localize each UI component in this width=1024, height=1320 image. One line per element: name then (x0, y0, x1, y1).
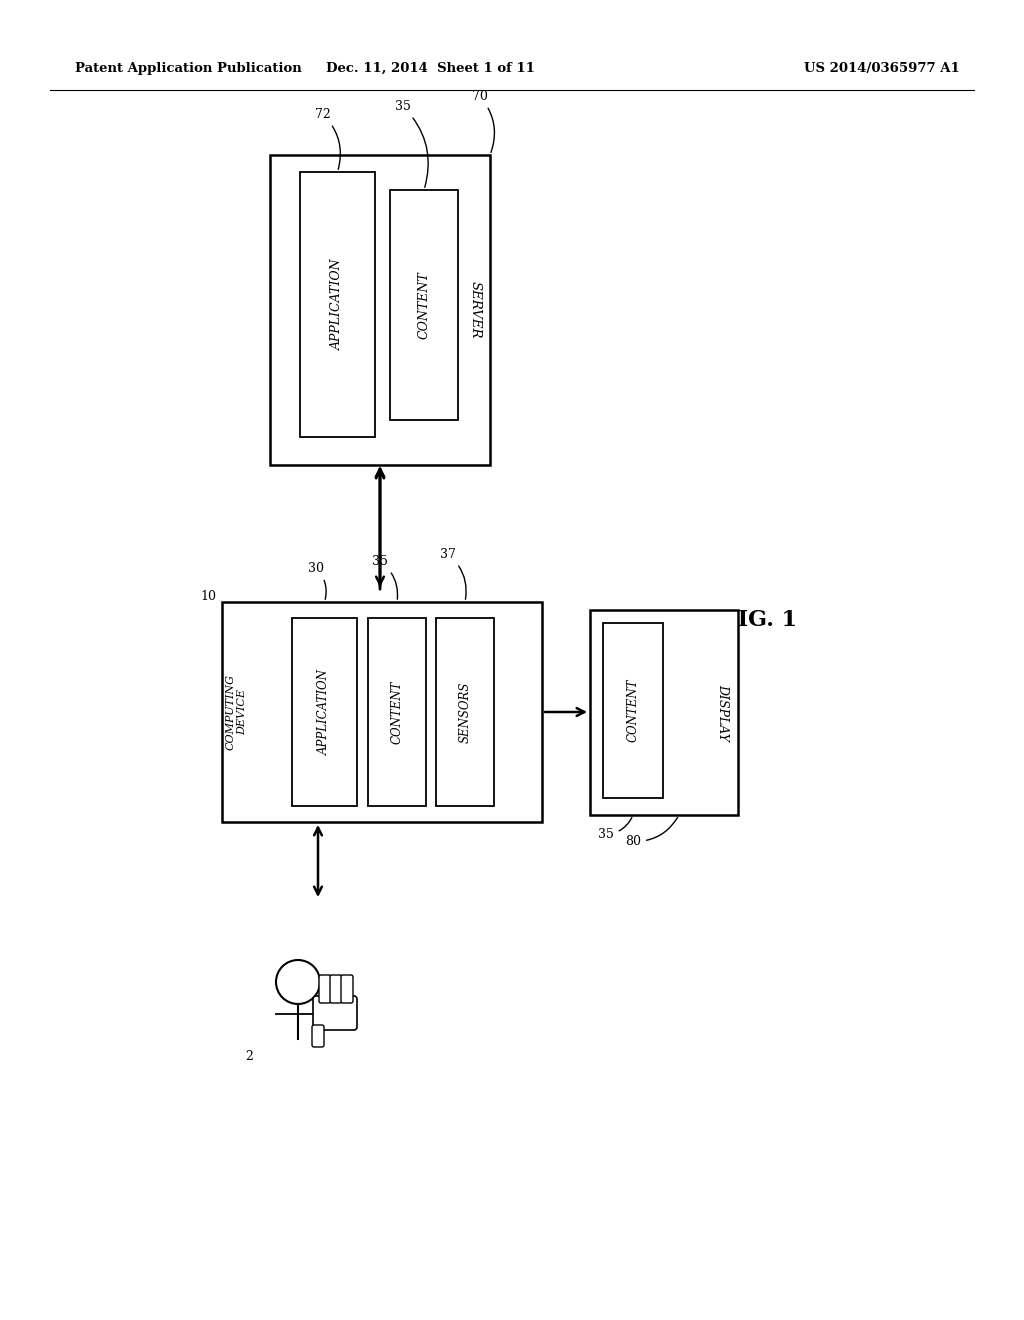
Text: FIG. 1: FIG. 1 (723, 609, 798, 631)
Text: CONTENT: CONTENT (418, 271, 430, 339)
Bar (390, 190, 458, 420)
Text: CONTENT: CONTENT (390, 680, 403, 743)
Bar (292, 618, 357, 807)
Bar (300, 172, 375, 437)
Text: US 2014/0365977 A1: US 2014/0365977 A1 (804, 62, 961, 75)
Text: 70: 70 (472, 90, 495, 152)
Bar (270, 154, 490, 465)
Bar (368, 618, 426, 807)
Text: DISPLAY: DISPLAY (717, 684, 729, 741)
Bar (590, 610, 738, 814)
Text: 2: 2 (245, 1049, 253, 1063)
Text: 37: 37 (440, 548, 466, 599)
Text: Patent Application Publication: Patent Application Publication (75, 62, 302, 75)
Text: SERVER: SERVER (469, 281, 481, 339)
Text: CONTENT: CONTENT (627, 678, 640, 742)
Text: 30: 30 (308, 562, 327, 599)
Text: 35: 35 (395, 100, 428, 187)
FancyBboxPatch shape (330, 975, 342, 1003)
Text: 80: 80 (625, 817, 678, 847)
Bar (222, 602, 542, 822)
Text: APPLICATION: APPLICATION (318, 669, 331, 755)
Text: APPLICATION: APPLICATION (331, 259, 344, 350)
Text: 35: 35 (372, 554, 397, 599)
Text: 35: 35 (598, 817, 632, 841)
Bar (436, 618, 494, 807)
Text: COMPUTING
DEVICE: COMPUTING DEVICE (225, 675, 247, 750)
Text: 72: 72 (315, 108, 340, 169)
Bar (603, 623, 663, 799)
Text: 10: 10 (200, 590, 216, 603)
Text: Dec. 11, 2014  Sheet 1 of 11: Dec. 11, 2014 Sheet 1 of 11 (326, 62, 535, 75)
Text: SENSORS: SENSORS (459, 681, 471, 743)
FancyBboxPatch shape (341, 975, 353, 1003)
FancyBboxPatch shape (319, 975, 331, 1003)
FancyBboxPatch shape (313, 997, 357, 1030)
FancyBboxPatch shape (312, 1026, 324, 1047)
